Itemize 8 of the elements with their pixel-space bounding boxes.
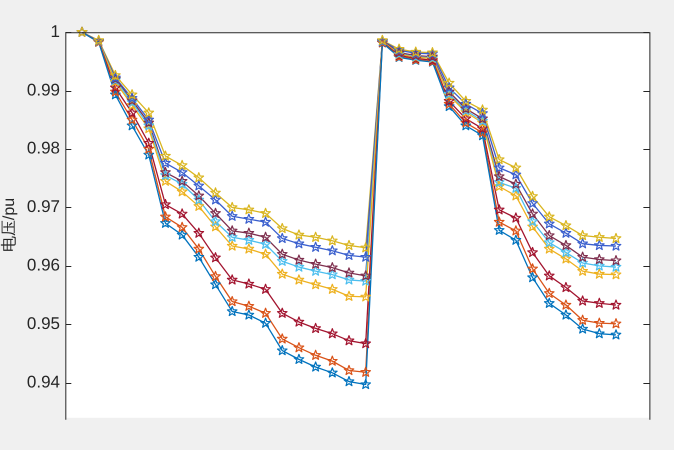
y-tick-label: 1 [50, 22, 60, 41]
y-tick-label: 0.99 [26, 80, 60, 100]
y-axis-title: 电压/pu [0, 198, 18, 252]
y-tick-label: 0.97 [26, 197, 60, 216]
y-tick-label: 0.98 [26, 138, 60, 158]
y-tick-label: 0.95 [26, 314, 60, 334]
y-tick-label: 0.96 [26, 256, 60, 275]
y-tick-label: 0.94 [26, 372, 60, 392]
